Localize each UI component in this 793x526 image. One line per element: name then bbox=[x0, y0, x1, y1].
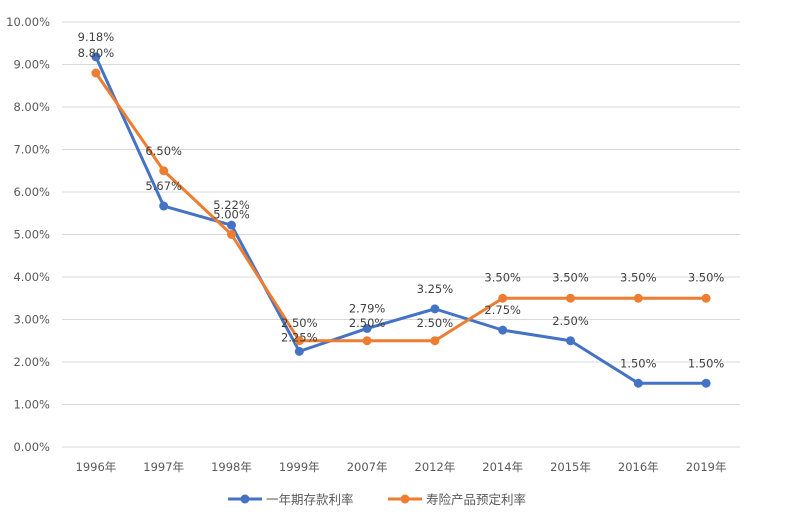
legend-label: 一年期存款利率 bbox=[266, 492, 354, 507]
x-tick-label: 1998年 bbox=[211, 460, 252, 474]
data-label: 1.50% bbox=[688, 356, 725, 370]
data-point bbox=[430, 304, 440, 314]
data-point bbox=[91, 52, 101, 62]
x-tick-label: 1999年 bbox=[279, 460, 320, 474]
x-tick-label: 2015年 bbox=[550, 460, 591, 474]
y-tick-label: 5.00% bbox=[13, 228, 50, 242]
data-label: 9.18% bbox=[78, 30, 115, 44]
y-tick-label: 10.00% bbox=[6, 15, 50, 29]
x-tick-label: 2012年 bbox=[415, 460, 456, 474]
data-label: 2.75% bbox=[484, 303, 521, 317]
data-point bbox=[159, 201, 169, 211]
data-point bbox=[701, 378, 711, 388]
series-lines bbox=[91, 52, 711, 388]
data-label: 3.50% bbox=[620, 270, 657, 284]
y-tick-label: 4.00% bbox=[13, 270, 50, 284]
series-line-0 bbox=[94, 55, 708, 385]
y-tick-label: 7.00% bbox=[13, 143, 50, 157]
data-label: 5.00% bbox=[213, 208, 250, 222]
data-point bbox=[227, 230, 236, 239]
data-label: 3.50% bbox=[552, 270, 589, 284]
data-label: 3.50% bbox=[484, 270, 521, 284]
data-point bbox=[566, 336, 575, 346]
x-tick-label: 1997年 bbox=[143, 460, 184, 474]
data-label: 2.50% bbox=[281, 316, 318, 330]
data-label: 2.50% bbox=[417, 316, 454, 330]
x-tick-label: 2019年 bbox=[686, 460, 727, 474]
y-tick-label: 3.00% bbox=[13, 313, 50, 327]
legend-swatch-marker bbox=[240, 494, 250, 504]
data-label: 3.25% bbox=[417, 282, 454, 296]
data-point bbox=[159, 166, 169, 176]
data-point bbox=[294, 346, 304, 356]
data-label: 2.25% bbox=[281, 330, 318, 344]
data-point bbox=[498, 293, 508, 303]
series-line-1 bbox=[94, 71, 708, 343]
data-point bbox=[498, 325, 508, 335]
x-tick-label: 1996年 bbox=[76, 460, 117, 474]
legend-label: 寿险产品预定利率 bbox=[426, 492, 526, 507]
data-point bbox=[701, 293, 711, 303]
x-axis-ticks: 1996年 1997年 1998年 1999年 2007年 2012年 2014年 2015年… bbox=[76, 460, 727, 474]
legend: 一年期存款利率 寿险产品预定利率 bbox=[228, 492, 526, 507]
data-label: 3.50% bbox=[688, 270, 725, 284]
data-point bbox=[633, 378, 643, 388]
data-point bbox=[294, 336, 304, 346]
x-tick-label: 2007年 bbox=[347, 460, 388, 474]
data-point bbox=[633, 293, 643, 303]
y-tick-label: 8.00% bbox=[13, 100, 50, 114]
data-label: 2.50% bbox=[552, 314, 589, 328]
y-axis-ticks: 0.00% 1.00% 2.00% 3.00% 4.00% 5.00% 6.00% 7.00%… bbox=[6, 15, 50, 454]
data-label: 1.50% bbox=[620, 356, 657, 370]
y-tick-label: 0.00% bbox=[13, 440, 50, 454]
data-point bbox=[430, 336, 440, 346]
data-labels: 9.18% 5.67% 5.22% 2.25% 2.79% 3.25% 2.75% 2.50%… bbox=[78, 30, 725, 370]
data-label: 8.80% bbox=[78, 46, 115, 60]
y-tick-label: 1.00% bbox=[13, 398, 50, 412]
data-point bbox=[227, 220, 236, 230]
data-point bbox=[91, 68, 101, 78]
data-label: 5.67% bbox=[145, 179, 182, 193]
data-label: 2.79% bbox=[349, 301, 386, 315]
data-label: 5.22% bbox=[213, 198, 250, 212]
gridlines bbox=[62, 21, 740, 448]
y-tick-label: 2.00% bbox=[13, 355, 50, 369]
y-tick-label: 6.00% bbox=[13, 185, 50, 199]
data-point bbox=[362, 336, 372, 346]
legend-swatch-marker bbox=[400, 494, 410, 504]
data-point bbox=[362, 323, 372, 333]
y-tick-label: 9.00% bbox=[13, 58, 50, 72]
data-label: 2.50% bbox=[349, 316, 386, 330]
x-tick-label: 2016年 bbox=[618, 460, 659, 474]
x-tick-label: 2014年 bbox=[482, 460, 523, 474]
data-point bbox=[566, 293, 575, 303]
data-label: 6.50% bbox=[145, 144, 182, 158]
